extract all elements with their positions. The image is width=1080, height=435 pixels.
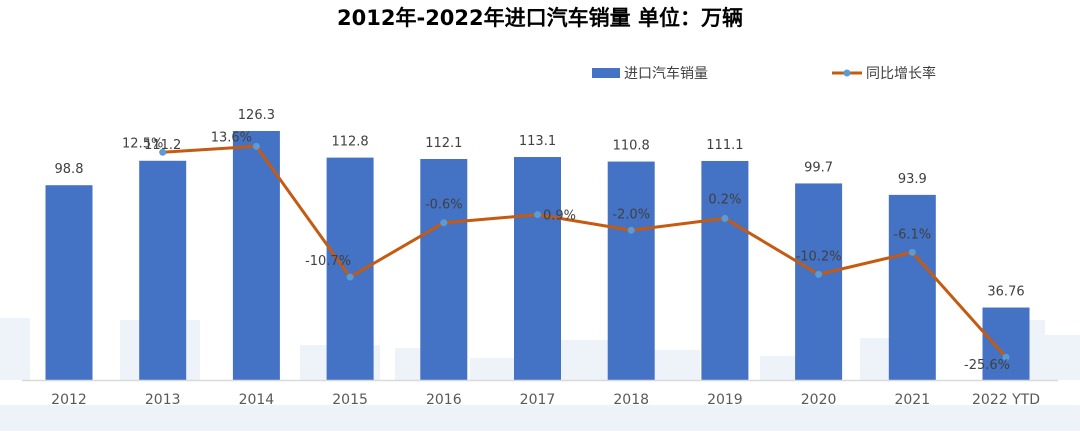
bar-2021 — [888, 194, 936, 380]
bar-2013 — [139, 160, 187, 380]
growth-rate-point-2014 — [252, 142, 260, 150]
x-tick-label: 2018 — [613, 392, 649, 408]
bar-value-label: 36.76 — [987, 285, 1024, 300]
bar-2012 — [45, 185, 93, 380]
bar-value-label: 93.9 — [898, 172, 927, 187]
growth-rate-label: -6.1% — [893, 227, 931, 242]
background-decoration — [650, 350, 700, 380]
growth-rate-label: -10.2% — [796, 249, 842, 264]
growth-rate-label: 12.5% — [122, 136, 163, 151]
x-tick-label: 2019 — [707, 392, 743, 408]
bar-value-label: 99.7 — [804, 160, 833, 175]
growth-rate-point-2022 YTD — [1002, 353, 1010, 361]
bar-2016 — [420, 158, 468, 380]
legend-bar-swatch — [592, 68, 620, 78]
x-tick-label: 2013 — [145, 392, 181, 408]
bar-2019 — [701, 160, 749, 380]
background-decoration — [1040, 335, 1080, 380]
x-tick-label: 2014 — [239, 392, 275, 408]
background-decoration — [0, 405, 1080, 431]
background-decoration — [0, 318, 30, 380]
bar-value-label: 111.2 — [144, 138, 181, 153]
bar-value-label: 113.1 — [519, 134, 556, 149]
x-tick-label: 2021 — [894, 392, 930, 408]
growth-rate-point-2020 — [815, 270, 823, 278]
growth-rate-label: 13.6% — [211, 130, 252, 145]
bar-2022 YTD — [982, 307, 1030, 380]
growth-rate-point-2015 — [346, 273, 354, 281]
growth-rate-label: 0.9% — [543, 209, 576, 224]
bar-value-label: 110.8 — [613, 139, 650, 154]
bar-value-label: 98.8 — [55, 162, 84, 177]
bar-2020 — [795, 183, 843, 380]
x-tick-label: 2012 — [51, 392, 87, 408]
growth-rate-label: -25.6% — [964, 358, 1010, 373]
legend-line-marker — [843, 69, 851, 77]
bar-value-label: 112.8 — [331, 135, 368, 150]
x-tick-label: 2017 — [520, 392, 556, 408]
x-tick-label: 2020 — [801, 392, 837, 408]
growth-rate-point-2018 — [627, 226, 635, 234]
bar-2018 — [607, 161, 655, 380]
growth-rate-point-2017 — [534, 211, 541, 219]
bar-value-label: 112.1 — [425, 136, 462, 151]
bar-value-label: 126.3 — [238, 108, 275, 123]
growth-rate-label: 0.2% — [708, 192, 741, 207]
legend-bar-label: 进口汽车销量 — [624, 65, 708, 82]
growth-rate-point-2016 — [440, 219, 448, 227]
growth-rate-point-2019 — [721, 214, 729, 222]
chart-title: 2012年-2022年进口汽车销量 单位：万辆 — [337, 6, 743, 30]
x-tick-label: 2016 — [426, 392, 462, 408]
growth-rate-label: -10.7% — [305, 254, 351, 269]
bar-2017 — [514, 157, 561, 380]
growth-rate-point-2021 — [908, 248, 916, 256]
bar-2014 — [232, 131, 280, 380]
growth-rate-point-2013 — [159, 148, 167, 156]
legend-line-label: 同比增长率 — [866, 65, 936, 82]
growth-rate-label: -2.0% — [612, 207, 650, 222]
growth-rate-line — [162, 144, 1008, 359]
x-tick-label: 2015 — [332, 392, 368, 408]
x-tick-label: 2022 YTD — [972, 392, 1040, 408]
bar-value-label: 111.1 — [706, 138, 743, 153]
growth-rate-label: -0.6% — [425, 198, 463, 213]
